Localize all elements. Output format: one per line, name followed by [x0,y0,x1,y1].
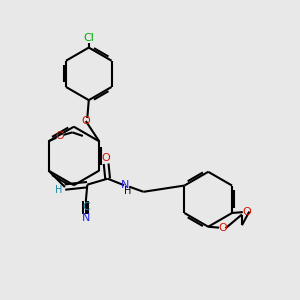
Text: O: O [218,223,227,233]
Text: H: H [124,186,131,196]
Text: Cl: Cl [83,33,94,43]
Text: C: C [82,202,90,212]
Text: N: N [122,180,130,190]
Text: O: O [56,131,64,141]
Text: O: O [242,206,251,217]
Text: O: O [81,116,90,126]
Text: O: O [102,153,110,164]
Text: N: N [82,213,90,224]
Text: H: H [55,185,62,195]
